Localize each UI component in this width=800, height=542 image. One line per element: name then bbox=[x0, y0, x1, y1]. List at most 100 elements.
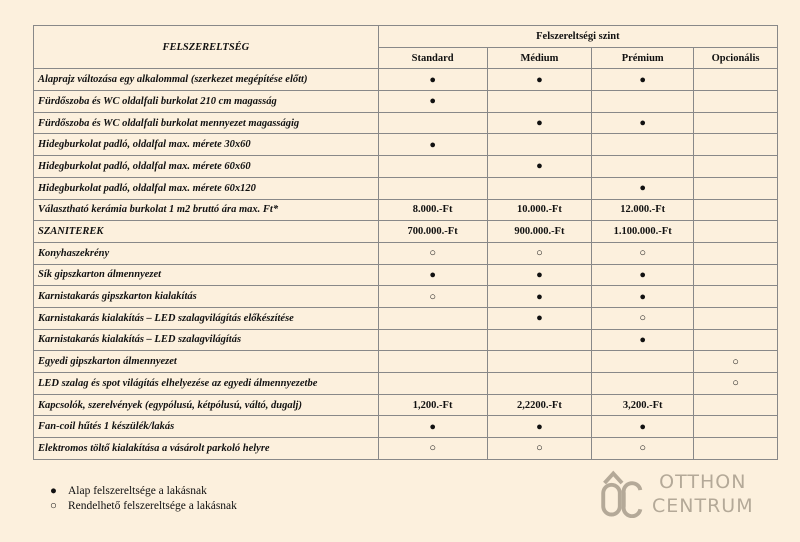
value-cell bbox=[591, 372, 695, 395]
feature-label: Karnistakarás gipszkarton kialakítás bbox=[33, 285, 379, 308]
level-header-premium: Prémium bbox=[591, 46, 695, 70]
table-row: Alaprajz változása egy alkalommal (szerk… bbox=[33, 68, 778, 92]
value-cell bbox=[486, 133, 593, 157]
value-cell bbox=[693, 328, 778, 352]
filled-dot-icon: ● bbox=[377, 133, 488, 157]
table-row: Elektromos töltő kialakítása a vásárolt … bbox=[33, 437, 778, 460]
value-cell bbox=[377, 111, 488, 135]
value-cell bbox=[693, 198, 778, 222]
legend-text: Rendelhető felszereltsége a lakásnak bbox=[68, 500, 237, 512]
value-cell bbox=[486, 176, 593, 200]
legend-item-filled: ● Alap felszereltsége a lakásnak bbox=[50, 484, 237, 499]
open-circle-icon: ○ bbox=[377, 241, 488, 265]
feature-label: Karnistakarás kialakítás – LED szalagvil… bbox=[33, 328, 379, 352]
table-row: Karnistakarás kialakítás – LED szalagvil… bbox=[33, 306, 778, 330]
value-cell bbox=[693, 133, 778, 157]
feature-label: Fürdőszoba és WC oldalfali burkolat 210 … bbox=[33, 90, 379, 113]
level-header-standard: Standard bbox=[377, 46, 488, 70]
open-circle-icon: ○ bbox=[50, 500, 57, 512]
filled-dot-icon: ● bbox=[486, 306, 593, 330]
value-cell: 3,200.-Ft bbox=[591, 393, 695, 417]
table-row: Kapcsolók, szerelvények (egypólusú, kétp… bbox=[33, 393, 778, 417]
feature-label: Hidegburkolat padló, oldalfal max. méret… bbox=[33, 176, 379, 200]
filled-dot-icon: ● bbox=[486, 111, 593, 135]
table-row: SZANITEREK 700.000.-Ft 900.000.-Ft 1.100.00… bbox=[33, 220, 778, 243]
feature-label: Választható kerámia burkolat 1 m2 bruttó… bbox=[33, 198, 379, 222]
value-cell: 1,200.-Ft bbox=[377, 393, 488, 417]
table-row: Fürdőszoba és WC oldalfali burkolat menn… bbox=[33, 111, 778, 135]
filled-dot-icon: ● bbox=[591, 328, 695, 352]
value-cell bbox=[693, 220, 778, 243]
value-cell bbox=[377, 350, 488, 373]
table-row: Hidegburkolat padló, oldalfal max. méret… bbox=[33, 155, 778, 178]
feature-label: Sík gipszkarton álmennyezet bbox=[33, 263, 379, 287]
value-cell bbox=[693, 393, 778, 417]
filled-dot-icon: ● bbox=[591, 415, 695, 439]
filled-dot-icon: ● bbox=[377, 90, 488, 113]
open-circle-icon: ○ bbox=[377, 437, 488, 460]
filled-dot-icon: ● bbox=[486, 285, 593, 308]
filled-dot-icon: ● bbox=[591, 285, 695, 308]
feature-label: Konyhaszekrény bbox=[33, 241, 379, 265]
feature-label: Fan-coil hűtés 1 készülék/lakás bbox=[33, 415, 379, 439]
oc-logo-icon bbox=[601, 470, 643, 518]
filled-dot-icon: ● bbox=[591, 68, 695, 92]
open-circle-icon: ○ bbox=[591, 306, 695, 330]
otthon-centrum-watermark: OTTHON CENTRUM bbox=[600, 470, 754, 518]
value-cell: 8.000.-Ft bbox=[377, 198, 488, 222]
table-row: Konyhaszekrény ○ ○ ○ bbox=[33, 241, 778, 265]
value-cell bbox=[693, 155, 778, 178]
value-cell bbox=[486, 372, 593, 395]
value-cell bbox=[693, 415, 778, 439]
value-cell: 700.000.-Ft bbox=[377, 220, 488, 243]
open-circle-icon: ○ bbox=[486, 437, 593, 460]
filled-dot-icon: ● bbox=[486, 263, 593, 287]
value-cell bbox=[693, 68, 778, 92]
filled-dot-icon: ● bbox=[377, 415, 488, 439]
equipment-table: FELSZERELTSÉG Felszereltségi szint Stand… bbox=[33, 24, 779, 460]
table-row: Hidegburkolat padló, oldalfal max. méret… bbox=[33, 133, 778, 157]
table-row: Karnistakarás kialakítás – LED szalagvil… bbox=[33, 328, 778, 352]
filled-dot-icon: ● bbox=[377, 263, 488, 287]
legend: ● Alap felszereltsége a lakásnak ○ Rendelh… bbox=[50, 484, 237, 514]
value-cell bbox=[591, 155, 695, 178]
value-cell bbox=[693, 263, 778, 287]
feature-label: Alaprajz változása egy alkalommal (szerk… bbox=[33, 68, 379, 92]
value-cell bbox=[693, 437, 778, 460]
value-cell bbox=[486, 328, 593, 352]
table-row: LED szalag és spot világítás elhelyezése… bbox=[33, 372, 778, 395]
value-cell bbox=[377, 306, 488, 330]
value-cell bbox=[591, 350, 695, 373]
level-group-header: Felszereltségi szint bbox=[377, 25, 779, 48]
value-cell bbox=[591, 90, 695, 113]
value-cell bbox=[486, 350, 593, 373]
filled-dot-icon: ● bbox=[486, 155, 593, 178]
value-cell: 10.000.-Ft bbox=[486, 198, 593, 222]
value-cell bbox=[693, 90, 778, 113]
level-header-medium: Médium bbox=[486, 46, 593, 70]
value-cell bbox=[693, 285, 778, 308]
open-circle-icon: ○ bbox=[693, 372, 778, 395]
value-cell bbox=[377, 372, 488, 395]
feature-label: Hidegburkolat padló, oldalfal max. méret… bbox=[33, 133, 379, 157]
watermark-text: OTTHON CENTRUM bbox=[652, 470, 754, 518]
value-cell bbox=[377, 155, 488, 178]
legend-item-open: ○ Rendelhető felszereltsége a lakásnak bbox=[50, 499, 237, 514]
value-cell: 900.000.-Ft bbox=[486, 220, 593, 243]
feature-label: Kapcsolók, szerelvények (egypólusú, kétp… bbox=[33, 393, 379, 417]
open-circle-icon: ○ bbox=[486, 241, 593, 265]
legend-text: Alap felszereltsége a lakásnak bbox=[68, 485, 207, 497]
open-circle-icon: ○ bbox=[377, 285, 488, 308]
table-row: Fürdőszoba és WC oldalfali burkolat 210 … bbox=[33, 90, 778, 113]
value-cell bbox=[377, 176, 488, 200]
filled-dot-icon: ● bbox=[486, 415, 593, 439]
value-cell: 2,2200.-Ft bbox=[486, 393, 593, 417]
value-cell bbox=[693, 111, 778, 135]
feature-label: Egyedi gipszkarton álmennyezet bbox=[33, 350, 379, 373]
feature-label: Fürdőszoba és WC oldalfali burkolat menn… bbox=[33, 111, 379, 135]
filled-dot-icon: ● bbox=[486, 68, 593, 92]
value-cell bbox=[591, 133, 695, 157]
value-cell bbox=[377, 328, 488, 352]
filled-dot-icon: ● bbox=[591, 263, 695, 287]
table-row: Sík gipszkarton álmennyezet ● ● ● bbox=[33, 263, 778, 287]
